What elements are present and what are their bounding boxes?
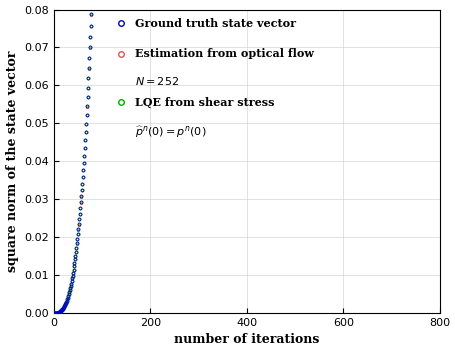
Text: Estimation from optical flow: Estimation from optical flow	[135, 48, 313, 59]
Text: Ground truth state vector: Ground truth state vector	[135, 18, 295, 29]
Y-axis label: square norm of the state vector: square norm of the state vector	[5, 51, 19, 272]
Text: $\widehat{p}^n(0) = p^n(0)$: $\widehat{p}^n(0) = p^n(0)$	[135, 125, 206, 140]
Text: LQE from shear stress: LQE from shear stress	[135, 96, 274, 108]
X-axis label: number of iterations: number of iterations	[174, 333, 319, 346]
Text: $N = 252$: $N = 252$	[135, 75, 178, 87]
